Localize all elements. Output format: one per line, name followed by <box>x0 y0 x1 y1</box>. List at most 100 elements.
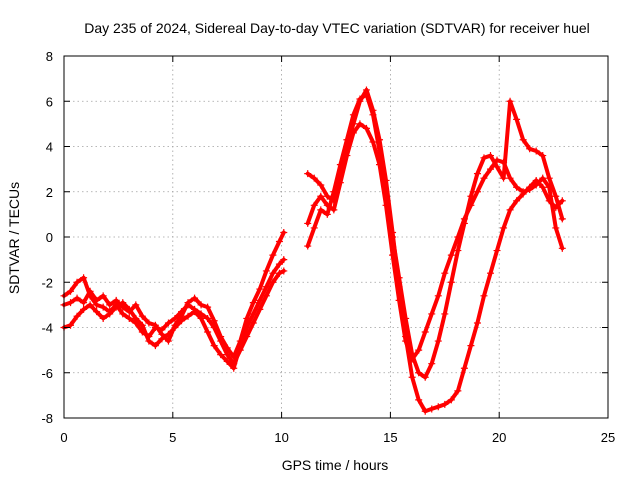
data-point <box>519 188 527 196</box>
data-point <box>249 310 257 318</box>
data-point <box>304 242 312 250</box>
data-point <box>106 301 114 309</box>
data-point <box>80 305 88 313</box>
data-point <box>86 301 94 309</box>
data-point <box>230 364 238 372</box>
data-point <box>191 308 199 316</box>
y-axis-label: SDTVAR / TECUs <box>6 182 22 294</box>
data-point <box>447 251 455 259</box>
data-point <box>171 321 179 329</box>
data-point <box>362 124 370 132</box>
series-track-4 <box>304 86 566 415</box>
data-point <box>223 351 231 359</box>
data-point <box>493 247 501 255</box>
data-point <box>80 274 88 282</box>
data-point <box>545 174 553 182</box>
data-point <box>460 364 468 372</box>
data-point <box>317 192 325 200</box>
data-point <box>310 201 318 209</box>
data-point <box>184 312 192 320</box>
data-point <box>280 256 288 264</box>
data-point <box>480 174 488 182</box>
data-point <box>408 355 416 363</box>
data-point <box>558 244 566 252</box>
data-point <box>304 170 312 178</box>
data-point <box>415 396 423 404</box>
data-point <box>204 303 212 311</box>
y-tick-label: -2 <box>41 275 53 290</box>
data-point <box>230 353 238 361</box>
data-point <box>356 95 364 103</box>
data-point <box>119 303 127 311</box>
data-point <box>269 269 277 277</box>
data-point <box>73 278 81 286</box>
data-point <box>204 314 212 322</box>
data-point <box>349 129 357 137</box>
data-point <box>310 224 318 232</box>
data-point <box>558 197 566 205</box>
data-point <box>493 163 501 171</box>
chart-title: Day 235 of 2024, Sidereal Day-to-day VTE… <box>84 20 590 36</box>
data-point <box>421 328 429 336</box>
data-point <box>323 201 331 209</box>
data-point <box>500 224 508 232</box>
data-point <box>310 174 318 182</box>
data-point <box>256 285 264 293</box>
data-point <box>434 337 442 345</box>
data-point <box>473 319 481 327</box>
data-point <box>138 321 146 329</box>
data-point <box>112 296 120 304</box>
data-point <box>447 396 455 404</box>
data-point <box>73 294 81 302</box>
data-point <box>402 337 410 345</box>
data-point <box>119 310 127 318</box>
data-point <box>171 314 179 322</box>
series-trace <box>305 87 565 414</box>
data-point <box>526 185 534 193</box>
data-point <box>441 310 449 318</box>
data-point <box>506 97 514 105</box>
data-point <box>210 342 218 350</box>
data-point <box>382 201 390 209</box>
data-point <box>558 215 566 223</box>
data-point <box>408 373 416 381</box>
data-point <box>99 292 107 300</box>
data-point <box>389 251 397 259</box>
data-point <box>349 111 357 119</box>
data-point <box>86 287 94 295</box>
data-point <box>323 192 331 200</box>
data-point <box>415 346 423 354</box>
data-point <box>434 403 442 411</box>
data-point <box>369 111 377 119</box>
data-point <box>421 373 429 381</box>
data-point <box>125 308 133 316</box>
data-point <box>513 183 521 191</box>
data-point <box>486 152 494 160</box>
series-track-5 <box>304 90 566 381</box>
data-point <box>67 287 75 295</box>
axes: 0 5 10 15 20 25 -8 -6 -4 -2 0 2 4 6 8 <box>41 49 615 445</box>
data-point <box>513 197 521 205</box>
data-point <box>73 312 81 320</box>
data-point <box>473 188 481 196</box>
series-trace <box>62 230 286 359</box>
data-point <box>486 165 494 173</box>
x-tick-label: 20 <box>492 430 506 445</box>
x-tick-label: 5 <box>169 430 176 445</box>
data-point <box>473 170 481 178</box>
data-point <box>441 269 449 277</box>
data-point <box>184 299 192 307</box>
data-point <box>262 283 270 291</box>
data-point <box>80 299 88 307</box>
data-series <box>60 86 566 415</box>
data-point <box>428 360 436 368</box>
series-track-6 <box>304 120 566 363</box>
plot-frame <box>63 55 609 419</box>
data-point <box>275 260 283 268</box>
data-point <box>93 296 101 304</box>
data-point <box>454 247 462 255</box>
data-point <box>93 308 101 316</box>
series-trace <box>305 121 565 362</box>
data-point <box>269 251 277 259</box>
